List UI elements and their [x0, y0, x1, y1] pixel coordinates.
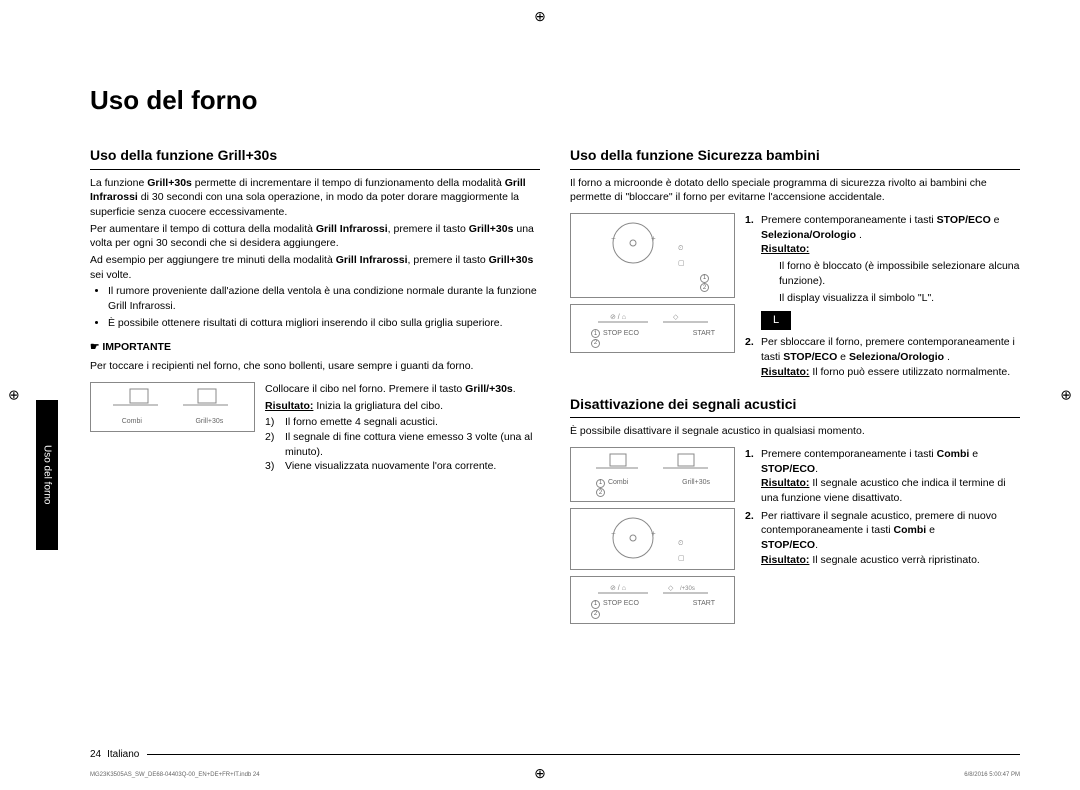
para: Per aumentare il tempo di cottura della … — [90, 222, 540, 251]
right-column: Uso della funzione Sicurezza bambini Il … — [570, 146, 1020, 630]
important-text: Per toccare i recipienti nel forno, che … — [90, 359, 540, 374]
svg-text:⏲: ⏲ — [678, 540, 684, 547]
reg-mark-right: ⊕ — [1060, 387, 1072, 404]
side-tab: Uso del forno — [36, 400, 58, 550]
diagram-cell: − + ⏲ ▢ 12 ⊘ / ⌂ ◇ — [570, 213, 735, 383]
diagram-cell: 1 Combi Grill+30s 2 − + ⏲ ▢ — [570, 447, 735, 630]
panel-diagram-combi2: 1 Combi Grill+30s 2 — [570, 447, 735, 503]
page-title: Uso del forno — [90, 85, 1020, 116]
svg-text:⊘ / ⌂: ⊘ / ⌂ — [610, 585, 626, 592]
svg-text:+: + — [651, 529, 656, 538]
para: Ad esempio per aggiungere tre minuti del… — [90, 253, 540, 282]
section-title-sound: Disattivazione dei segnali acustici — [570, 395, 1020, 419]
step: 1. Premere contemporaneamente i tasti Co… — [745, 447, 1020, 506]
display-L: L — [761, 311, 791, 330]
para: La funzione Grill+30s permette di increm… — [90, 176, 540, 220]
page-number: 24 — [90, 749, 101, 760]
left-column: Uso della funzione Grill+30s La funzione… — [90, 146, 540, 630]
diagram-cell: CombiGrill+30s — [90, 382, 255, 474]
reg-mark-top: ⊕ — [534, 8, 546, 25]
svg-text:◇: ◇ — [673, 314, 679, 321]
section-title-childsafety: Uso della funzione Sicurezza bambini — [570, 146, 1020, 170]
bullet: È possibile ottenere risultati di cottur… — [108, 316, 540, 331]
meta-file: MG23K3505AS_SW_DE68-04403Q-00_EN+DE+FR+I… — [90, 772, 260, 778]
svg-text:▢: ▢ — [678, 260, 685, 267]
step: 2. Per sbloccare il forno, premere conte… — [745, 335, 1020, 379]
svg-text:▢: ▢ — [678, 555, 685, 562]
para: Il forno a microonde è dotato dello spec… — [570, 176, 1020, 205]
svg-text:−: − — [611, 234, 616, 243]
para: È possibile disattivare il segnale acust… — [570, 424, 1020, 439]
svg-text:−: − — [611, 529, 616, 538]
panel-diagram-buttons2: ⊘ / ⌂ ◇ /+30s 1 STOP ECO START 2 — [570, 576, 735, 624]
meta-date: 6/8/2016 5:00:47 PM — [964, 772, 1020, 778]
panel-diagram-dial: − + ⏲ ▢ 12 — [570, 213, 735, 298]
footer: 24 Italiano — [90, 749, 1020, 760]
reg-mark-left: ⊕ — [8, 387, 20, 404]
step: 1. Premere contemporaneamente i tasti ST… — [745, 213, 1020, 333]
panel-diagram-dial2: − + ⏲ ▢ — [570, 508, 735, 570]
svg-text:+: + — [651, 234, 656, 243]
language-label: Italiano — [107, 749, 139, 760]
panel-diagram-buttons: ⊘ / ⌂ ◇ 1 STOP ECO START 2 — [570, 304, 735, 354]
svg-text:◇: ◇ — [668, 585, 674, 592]
panel-diagram-combi: CombiGrill+30s — [90, 382, 255, 432]
section-title-grill: Uso della funzione Grill+30s — [90, 146, 540, 170]
svg-text:/+30s: /+30s — [680, 586, 695, 592]
important-label: IMPORTANTE — [90, 340, 540, 355]
svg-text:⏲: ⏲ — [678, 245, 684, 252]
step-text: Collocare il cibo nel forno. Premere il … — [265, 382, 540, 474]
step: 2. Per riattivare il segnale acustico, p… — [745, 509, 1020, 568]
meta-line: MG23K3505AS_SW_DE68-04403Q-00_EN+DE+FR+I… — [90, 772, 1020, 778]
svg-text:⊘ / ⌂: ⊘ / ⌂ — [610, 314, 626, 321]
bullet: Il rumore proveniente dall'azione della … — [108, 284, 540, 313]
